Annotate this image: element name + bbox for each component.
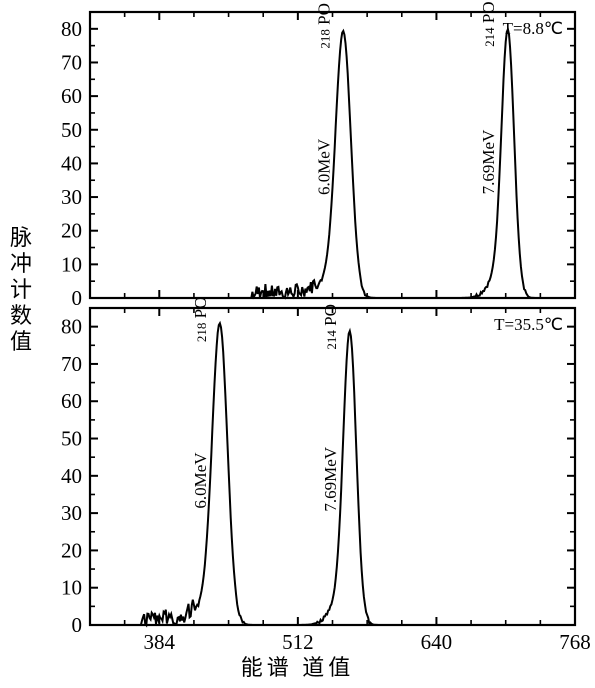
y-tick-label: 70 xyxy=(61,50,82,74)
peak-energy-label: 6.0MeV xyxy=(314,138,333,195)
y-tick-label: 0 xyxy=(72,286,83,310)
y-tick-label: 50 xyxy=(61,118,82,142)
y-tick-label: 10 xyxy=(61,252,82,276)
y-tick-label: 80 xyxy=(61,17,82,41)
y-axis-label-char: 数 xyxy=(8,303,34,329)
y-axis-label-char: 值 xyxy=(8,329,34,355)
y-tick-label: 20 xyxy=(61,538,82,562)
y-tick-label: 50 xyxy=(61,427,82,451)
peak-isotope-label: 214 PO xyxy=(479,1,498,46)
peak-energy-label: 6.0MeV xyxy=(191,452,210,509)
temperature-label: T=35.5℃ xyxy=(494,315,563,334)
y-tick-label: 10 xyxy=(61,576,82,600)
y-tick-label: 60 xyxy=(61,389,82,413)
x-axis-label: 能谱 道值 xyxy=(0,650,595,682)
y-tick-label: 40 xyxy=(61,151,82,175)
peak-isotope-label: 218 PO xyxy=(314,3,333,48)
y-tick-label: 20 xyxy=(61,219,82,243)
peak-energy-label: 7.69MeV xyxy=(479,129,498,194)
y-tick-label: 70 xyxy=(61,352,82,376)
temperature-label: T=8.8℃ xyxy=(503,19,563,38)
y-axis-label-char: 计 xyxy=(8,277,34,303)
y-tick-label: 80 xyxy=(61,315,82,339)
y-axis-label: 脉 冲 计 数 值 xyxy=(8,225,34,355)
y-tick-label: 40 xyxy=(61,464,82,488)
y-tick-label: 30 xyxy=(61,501,82,525)
y-axis-label-char: 冲 xyxy=(8,251,34,277)
peak-isotope-label: 218 PO xyxy=(191,297,210,342)
y-axis-label-char: 脉 xyxy=(8,225,34,251)
chart-svg: 0 10 20 30 40 50 60 70 80 T=8.8℃ 218 PO 6.0MeV 214 P… xyxy=(0,0,595,660)
y-tick-label: 0 xyxy=(72,613,83,637)
peak-energy-label: 7.69MeV xyxy=(321,446,340,511)
y-tick-label: 60 xyxy=(61,84,82,108)
y-tick-label: 30 xyxy=(61,185,82,209)
peak-isotope-label: 214 PO xyxy=(321,304,340,349)
figure-container: 脉 冲 计 数 值 0 10 20 30 40 50 60 70 80 T=8.8℃ 218 PO 6… xyxy=(0,0,595,688)
